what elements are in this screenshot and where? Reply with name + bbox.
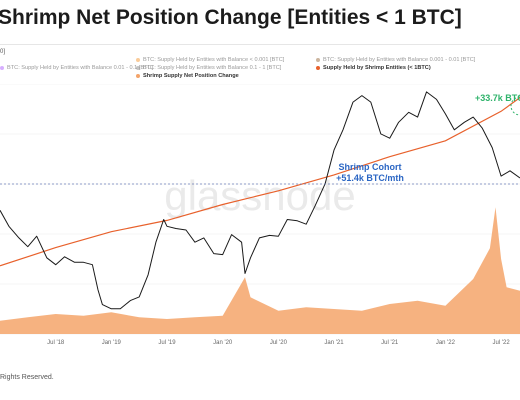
x-tick-label: Jan '21	[324, 340, 344, 346]
legend-item-balance-0.001-0.01[interactable]: BTC: Supply Held by Entities with Balanc…	[316, 57, 475, 63]
shrimp-supply-series	[0, 97, 520, 267]
legend-label: BTC: Supply Held by Entities with Balanc…	[143, 65, 282, 71]
x-tick-label: Jul '20	[270, 340, 288, 346]
chart-canvas: glassnode Shrimp Cohort +51.4k BTC/mth +…	[0, 84, 520, 346]
legend-label: BTC: Supply Held by Entities with Balanc…	[7, 65, 154, 71]
x-tick-label: Jul '21	[381, 340, 399, 346]
x-tick-label: Jul '22	[493, 340, 511, 346]
axis-hint: 0]	[0, 49, 6, 55]
net-position-change-area	[0, 207, 520, 334]
cohort-annotation-line1: Shrimp Cohort	[339, 162, 402, 172]
x-axis: Jul '18 Jan '19 Jul '19 Jan '20 Jul '20 Jan '…	[47, 340, 510, 346]
peak-marker-icon	[510, 96, 520, 116]
cohort-annotation-line2: +51.4k BTC/mth	[336, 173, 404, 183]
legend: BTC: Supply Held by Entities with Balanc…	[0, 57, 520, 81]
legend-dot-icon	[136, 66, 140, 70]
price-series	[0, 91, 520, 310]
header-divider	[0, 44, 520, 45]
x-tick-label: Jan '19	[102, 340, 122, 346]
chart-title: Shrimp Net Position Change [Entities < 1…	[0, 6, 462, 29]
legend-label: Supply Held by Shrimp Entities (< 1BTC)	[323, 65, 431, 71]
legend-label: Shrimp Supply Net Position Change	[143, 73, 239, 79]
legend-item-shrimp-supply[interactable]: Supply Held by Shrimp Entities (< 1BTC)	[316, 65, 431, 71]
shrimp-supply-line	[0, 97, 520, 267]
x-tick-label: Jan '20	[213, 340, 233, 346]
x-tick-label: Jan '22	[436, 340, 456, 346]
x-tick-label: Jul '18	[47, 340, 65, 346]
legend-dot-icon	[0, 66, 4, 70]
legend-label: BTC: Supply Held by Entities with Balanc…	[323, 57, 476, 63]
legend-item-net-position-change[interactable]: Shrimp Supply Net Position Change	[136, 73, 239, 79]
legend-dot-icon	[136, 74, 140, 78]
legend-label: BTC: Supply Held by Entities with Balanc…	[143, 57, 285, 63]
legend-item-balance-0.1-1[interactable]: BTC: Supply Held by Entities with Balanc…	[136, 65, 281, 71]
legend-item-balance-lt-0.001[interactable]: BTC: Supply Held by Entities with Balanc…	[136, 57, 284, 63]
x-tick-label: Jul '19	[158, 340, 176, 346]
price-line	[0, 91, 520, 310]
legend-dot-icon	[136, 58, 140, 62]
legend-item-balance-0.01-0.1[interactable]: BTC: Supply Held by Entities with Balanc…	[0, 65, 153, 71]
legend-dot-icon	[316, 58, 320, 62]
footer-copyright: Rights Reserved.	[0, 374, 54, 381]
net-position-change-series	[0, 207, 520, 334]
peak-annotation: +33.7k BTC	[475, 93, 520, 103]
legend-dot-icon	[316, 66, 320, 70]
